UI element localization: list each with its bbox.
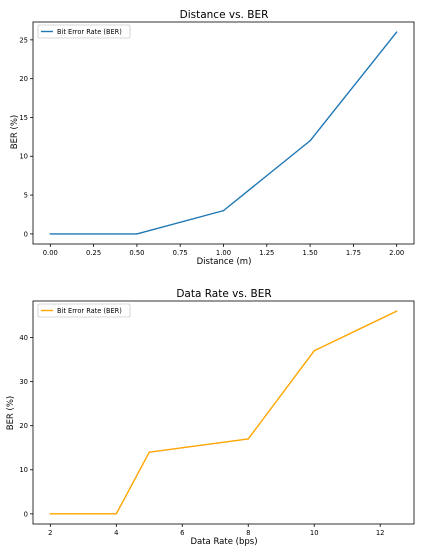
series xyxy=(49,310,398,515)
legend: Bit Error Rate (BER) xyxy=(37,303,131,318)
x-tick-label: 2 xyxy=(48,529,52,537)
series-line xyxy=(50,31,398,235)
plot-frame xyxy=(32,300,415,525)
legend-label: Bit Error Rate (BER) xyxy=(57,28,122,36)
x-tick-label: 1.25 xyxy=(259,249,274,257)
x-tick-label: 2.00 xyxy=(389,249,404,257)
data-point xyxy=(395,31,398,33)
x-tick-label: 0.00 xyxy=(43,249,58,257)
data-point xyxy=(115,513,117,515)
y-tick-label: 25 xyxy=(19,36,28,44)
y-tick-label: 10 xyxy=(19,153,28,161)
y-tick-label: 5 xyxy=(24,191,28,199)
y-tick-label: 30 xyxy=(19,378,28,386)
x-tick-label: 8 xyxy=(246,529,250,537)
y-tick-label: 40 xyxy=(19,334,28,342)
legend: Bit Error Rate (BER) xyxy=(37,24,131,39)
ticks: 2 4 6 8 10 12 0 10 20 30 40 xyxy=(19,334,384,537)
x-tick-label: 0.75 xyxy=(173,249,188,257)
data-point xyxy=(49,233,52,235)
data-point xyxy=(313,350,315,352)
data-point xyxy=(247,438,249,440)
chart-distance-vs-ber: Distance vs. BER Distance (m) BER (%) 0.… xyxy=(10,9,415,267)
chart-title: Data Rate vs. BER xyxy=(176,288,271,300)
legend-box xyxy=(37,24,131,39)
data-point xyxy=(309,140,311,142)
data-point xyxy=(136,233,138,235)
chart-title: Distance vs. BER xyxy=(180,9,269,21)
y-axis-label: BER (%) xyxy=(10,115,20,150)
legend-box xyxy=(37,303,131,318)
y-tick-label: 15 xyxy=(19,114,28,122)
x-axis-label: Data Rate (bps) xyxy=(190,537,257,547)
x-tick-label: 10 xyxy=(310,529,319,537)
x-tick-label: 6 xyxy=(180,529,184,537)
y-tick-label: 10 xyxy=(19,466,28,474)
series xyxy=(49,31,398,235)
x-tick-label: 4 xyxy=(114,529,118,537)
y-tick-label: 20 xyxy=(19,422,28,430)
y-axis-label: BER (%) xyxy=(6,396,16,431)
x-tick-label: 0.25 xyxy=(86,249,101,257)
y-tick-label: 0 xyxy=(24,230,28,238)
chart-data-rate-vs-ber: Data Rate vs. BER Data Rate (bps) BER (%… xyxy=(6,288,415,547)
x-tick-label: 0.50 xyxy=(129,249,144,257)
y-tick-label: 0 xyxy=(24,510,28,518)
y-tick-label: 20 xyxy=(19,75,28,83)
ticks: 0.00 0.25 0.50 0.75 1.00 1.25 1.50 1.75 2.00 0 5 10… xyxy=(19,36,404,257)
data-point xyxy=(49,513,52,515)
x-tick-label: 1.00 xyxy=(216,249,231,257)
data-point xyxy=(395,310,398,312)
series-line xyxy=(50,310,397,515)
plot-frame xyxy=(32,21,415,245)
x-axis-label: Distance (m) xyxy=(197,257,252,267)
data-point xyxy=(222,209,225,212)
x-tick-label: 1.75 xyxy=(346,249,361,257)
x-tick-label: 12 xyxy=(376,529,385,537)
x-tick-label: 1.50 xyxy=(303,249,318,257)
legend-label: Bit Error Rate (BER) xyxy=(57,307,122,315)
data-point xyxy=(148,451,150,453)
